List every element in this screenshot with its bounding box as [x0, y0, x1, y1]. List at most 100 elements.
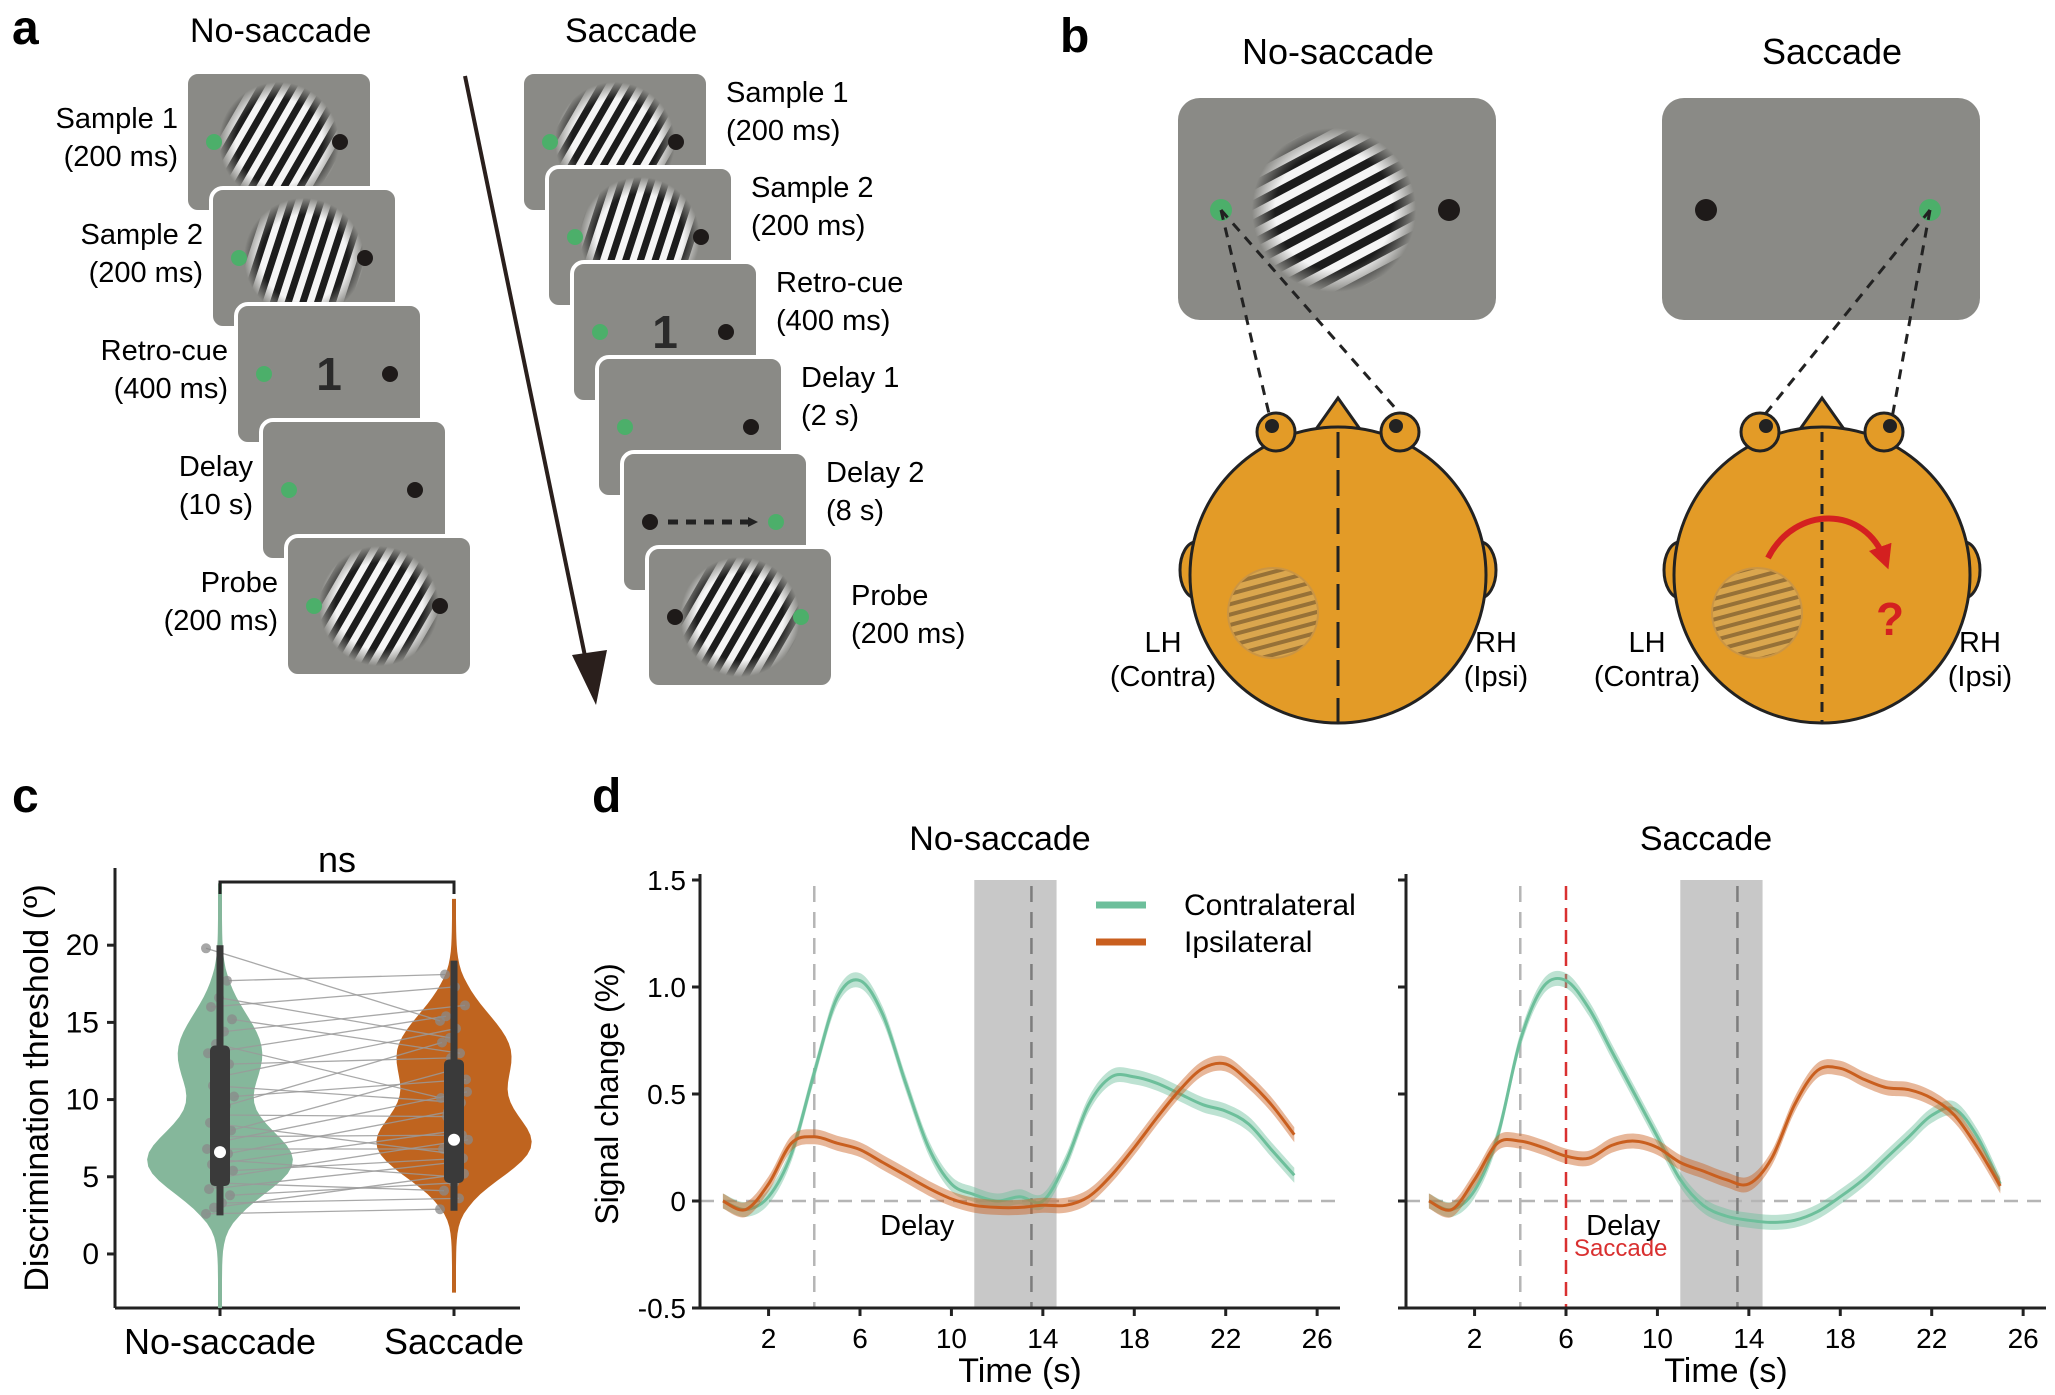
b-target-dot: [1438, 199, 1460, 221]
trial-screen-probe: Probe (200 ms): [164, 534, 474, 678]
subject-point: [439, 1185, 449, 1196]
x-tick-label: 10: [1642, 1323, 1673, 1354]
paired-line: [207, 1015, 447, 1054]
panel-b-saccade-title: Saccade: [1762, 31, 1902, 72]
target-dot: [407, 482, 423, 498]
paired-line: [217, 1114, 448, 1118]
legend-label: Ipsilateral: [1184, 926, 1312, 959]
grating-stimulus: [244, 198, 364, 318]
panel-c: c 0 5 10 15 20 No-saccade Saccade Discriminatio…: [12, 770, 532, 1362]
event-name: Sample 1: [726, 77, 849, 109]
y-tick-label: 0.5: [647, 1079, 686, 1110]
subject-point: [201, 943, 211, 954]
b-contra-label-1: (Contra): [1110, 661, 1216, 693]
subject-point: [222, 975, 232, 986]
paired-line: [205, 1208, 441, 1215]
paired-line: [233, 1078, 467, 1098]
target-dot: [432, 598, 448, 614]
paired-line: [221, 1197, 460, 1204]
saccade-start-dot: [642, 514, 658, 530]
subject-point: [204, 1184, 214, 1195]
event-name: Sample 2: [751, 172, 874, 204]
x-tick-label: 22: [1210, 1323, 1241, 1354]
fixation-green: [306, 598, 322, 614]
fixation-green: [206, 134, 222, 150]
y-axis-label: Discrimination threshold (º): [18, 884, 56, 1291]
delay-annotation: Delay: [1586, 1210, 1661, 1242]
target-dot: [668, 134, 684, 150]
y-tick-label: 20: [66, 929, 99, 962]
fixation-green: [592, 324, 608, 340]
y-tick-label: 1.5: [647, 865, 686, 896]
event-duration: (2 s): [801, 400, 859, 432]
delay-shading: [1680, 880, 1763, 1308]
fixation-green: [768, 514, 784, 530]
b-saccade-start-dot: [1695, 199, 1717, 221]
paired-line: [211, 1129, 459, 1166]
x-tick-label: 6: [1558, 1323, 1574, 1354]
grating-stimulus: [680, 557, 800, 677]
b-rh-label-1: RH: [1475, 627, 1517, 659]
b-question-mark: ?: [1876, 593, 1904, 645]
trial-screen-delay: Delay (10 s): [179, 418, 449, 562]
chart-title: Saccade: [1640, 820, 1772, 858]
head-no-saccade: [1178, 395, 1498, 725]
panel-b: b No-saccade Saccade: [1060, 10, 2012, 725]
panel-a: a No-saccade Saccade Sample 1(200 ms)Sam…: [12, 2, 965, 705]
paired-line: [216, 1182, 445, 1192]
x-category-label: No-saccade: [124, 1321, 316, 1362]
x-tick-label: 26: [2008, 1323, 2039, 1354]
paired-line: [231, 1018, 461, 1054]
series-line-contralateral: [722, 978, 1296, 1212]
y-tick-label: 10: [66, 1084, 99, 1117]
x-category-label: Saccade: [384, 1321, 524, 1362]
fixation-green: [256, 366, 272, 382]
saccade-trial-sequence: Sample 1 (200 ms) Sample 2 (200 ms) 1 Retro-c…: [520, 70, 965, 689]
panel-letter-b: b: [1060, 10, 1089, 63]
paired-line: [224, 1139, 469, 1178]
b-ipsi-label-2: (Ipsi): [1948, 661, 2012, 693]
target-dot: [718, 324, 734, 340]
median-marker: [448, 1133, 460, 1146]
target-dot: [332, 134, 348, 150]
paired-line: [229, 1182, 455, 1196]
subject-point: [206, 1001, 216, 1012]
x-tick-label: 18: [1825, 1323, 1856, 1354]
subject-point: [435, 1204, 445, 1215]
b-saccade-screen: [1662, 98, 1980, 320]
iqr-box: [444, 1059, 464, 1183]
panel-letter-d: d: [592, 770, 621, 823]
subject-point: [225, 1190, 235, 1201]
event-duration: (200 ms): [726, 115, 840, 147]
trial-screen-sample-1: Sample 1 (200 ms): [55, 70, 374, 214]
x-tick-label: 22: [1916, 1323, 1947, 1354]
event-duration: (8 s): [826, 495, 884, 527]
series-line-contralateral: [1428, 976, 2002, 1224]
event-duration: (200 ms): [751, 210, 865, 242]
delay-annotation: Delay: [880, 1210, 955, 1242]
b-contra-label-2: (Contra): [1594, 661, 1700, 693]
fixation-green: [617, 419, 633, 435]
b-lh-label-2: LH: [1628, 627, 1665, 659]
subject-point: [460, 1000, 470, 1011]
legend-label: Contralateral: [1184, 889, 1356, 922]
subject-point: [227, 1014, 237, 1025]
time-arrow-head: [572, 650, 607, 705]
event-duration: (200 ms): [851, 618, 965, 650]
subject-point: [437, 1037, 447, 1048]
x-tick-label: 6: [852, 1323, 868, 1354]
paired-line: [232, 1157, 464, 1172]
target-dot: [693, 229, 709, 245]
paired-line: [209, 1122, 453, 1155]
grating-stimulus: [319, 546, 439, 666]
x-tick-label: 18: [1119, 1323, 1150, 1354]
paired-line: [223, 1004, 466, 1033]
median-marker: [214, 1146, 226, 1159]
event-name: Sample 1: [55, 103, 178, 135]
paired-line: [208, 1162, 450, 1190]
paired-line: [220, 1027, 457, 1078]
target-dot: [743, 419, 759, 435]
head-saccade: [1662, 395, 1982, 725]
event-name: Probe: [201, 567, 278, 599]
